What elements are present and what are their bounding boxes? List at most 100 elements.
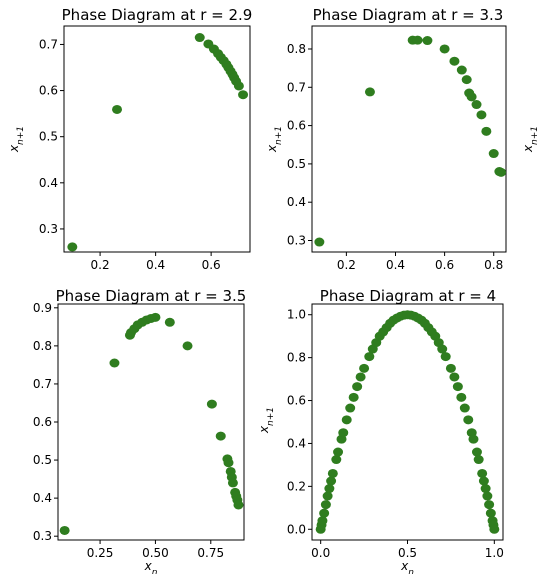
data-point [165,318,175,327]
y-tick-label: 0.9 [33,301,52,315]
chart-title: Phase Diagram at r = 4 [320,287,496,305]
y-axis-label: xn+1 [257,407,276,434]
chart-panel-2: Phase Diagram at r = 3.3 0.2 0.4 0.6 0.8 0.3 0… [265,6,506,272]
x-tick-label: 0.4 [386,258,405,272]
data-point [233,500,243,509]
data-point [324,484,334,493]
y-tick-label: 0.2 [287,479,306,493]
data-point [477,469,487,478]
y-tick-label: 0.7 [287,80,306,94]
data-point [441,352,451,361]
data-point [481,127,491,136]
data-point [333,448,343,457]
x-tick-label: 1.0 [485,546,504,560]
chart-panel-4: Phase Diagram at r = 4 0.0 0.5 1.0 0.0 0.2 0.4… [257,287,504,574]
data-point [67,242,77,251]
data-point [468,435,478,444]
data-point [449,57,459,66]
chart-title: Phase Diagram at r = 2.9 [62,6,253,24]
y-tick-label: 0.6 [33,415,52,429]
data-point [472,448,482,457]
x-tick-label: 0.2 [91,258,110,272]
data-point [356,372,366,381]
x-axis-label: xn [400,559,414,574]
data-point [342,415,352,424]
y-tick-label: 0.5 [33,453,52,467]
data-point [413,36,423,45]
data-point [482,492,492,501]
data-point [422,36,432,45]
y-tick-label: 0.6 [39,84,58,98]
x-tick-label: 0.75 [197,546,224,560]
data-point [314,238,324,247]
y-tick-label: 0.8 [33,339,52,353]
data-point [476,110,486,119]
data-point [484,500,494,509]
y-tick-label: 0.8 [287,351,306,365]
data-point [112,105,122,114]
x-tick-label: 0.5 [398,546,417,560]
y-tick-label: 0.6 [287,394,306,408]
data-point [224,458,234,467]
data-point [228,478,238,487]
data-point [365,87,375,96]
data-point [317,516,327,525]
y-axis-label: xn+1 [265,126,284,153]
x-tick-label: 0.4 [146,258,165,272]
y-tick-label: 0.4 [287,436,306,450]
data-point [216,432,226,441]
y-tick-label: 0.7 [39,37,58,51]
x-axis-label: xn [144,559,158,574]
data-point [207,400,217,409]
x-tick-label: 0.0 [311,546,330,560]
data-point [326,477,336,486]
data-point [238,90,248,99]
data-point [472,100,482,109]
data-point [331,455,341,464]
y-tick-label: 0.3 [39,222,58,236]
data-point [323,492,333,501]
y-tick-label: 0.5 [39,130,58,144]
data-point [462,75,472,84]
x-tick-label: 0.2 [337,258,356,272]
y-tick-label: 0.4 [39,176,58,190]
x-tick-label: 0.6 [202,258,221,272]
chart-panel-3: Phase Diagram at r = 3.50.25 0.50 0.750.30… [33,287,246,574]
y-tick-label: 0.4 [287,195,306,209]
chart-panel-1: Phase Diagram at r = 2.9 0.2 0.4 0.6 0.3 0.4 0… [7,6,252,272]
chart-title: Phase Diagram at r = 3.5 [56,287,247,305]
data-point [489,149,499,158]
y-tick-label: 0.7 [33,377,52,391]
plot-frame [312,26,506,252]
data-point [321,500,331,509]
data-point [467,92,477,101]
data-point [60,526,70,535]
y-tick-label: 0.3 [33,529,52,543]
data-point [460,404,470,413]
data-point [352,382,362,391]
data-point [486,509,496,518]
data-point [440,44,450,53]
plot-frame [312,304,503,540]
y-tick-label: 1.0 [287,308,306,322]
data-point [481,484,491,493]
x-tick-label: 0.8 [484,258,503,272]
data-point [319,509,329,518]
data-point [496,168,506,177]
chart-title: Phase Diagram at r = 3.3 [313,6,504,24]
data-point [479,477,489,486]
data-point [446,364,456,373]
x-tick-label: 0.50 [142,546,169,560]
data-point [109,359,119,368]
y-axis-label: xn+1 [7,126,26,153]
data-point [463,415,473,424]
y-tick-label: 0.5 [287,157,306,171]
partial-y-axis-label: xn+1 [521,126,540,153]
data-point [234,81,244,90]
data-point [456,393,466,402]
data-point [453,382,463,391]
data-point [150,313,160,322]
y-tick-label: 0.8 [287,42,306,56]
y-tick-label: 0.3 [287,234,306,248]
